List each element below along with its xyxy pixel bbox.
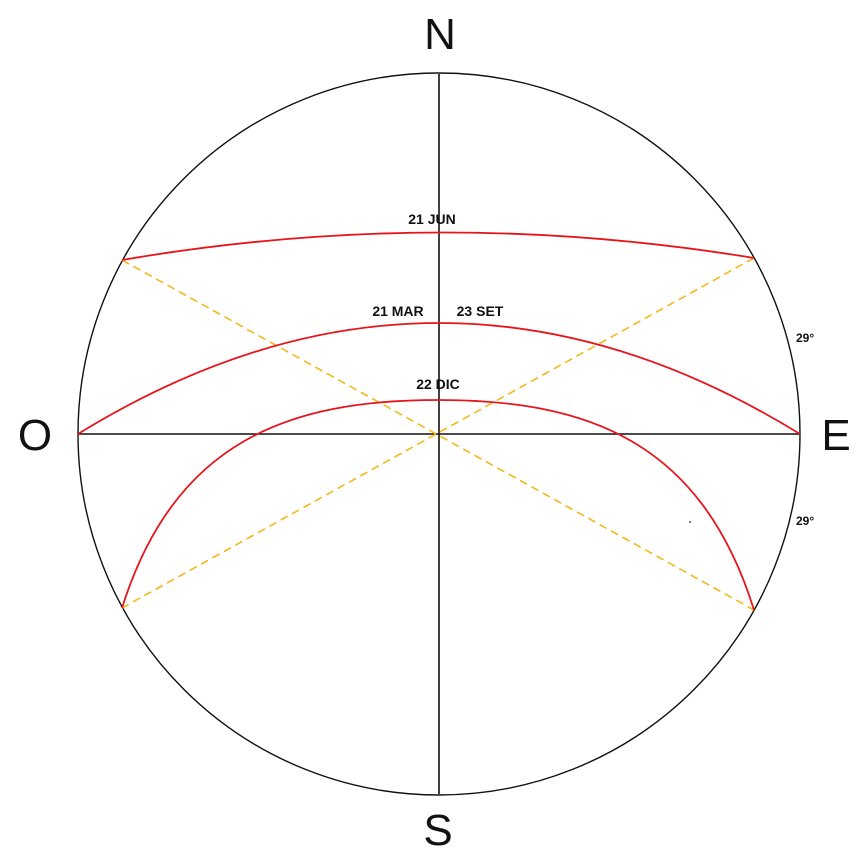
angle-label-lower: 29° <box>796 514 814 528</box>
label-march: 21 MAR <box>372 303 423 319</box>
guide-line-nw-se <box>121 259 755 611</box>
east-label: E <box>821 411 850 460</box>
guide-line-ne-sw <box>121 257 755 609</box>
label-december: 22 DIC <box>416 376 460 392</box>
sun-path-december <box>121 399 755 611</box>
west-label: O <box>18 411 52 460</box>
south-label: S <box>423 806 452 852</box>
label-june: 21 JUN <box>408 211 455 227</box>
sun-path-equinox <box>77 322 801 435</box>
sun-path-june <box>121 231 755 261</box>
angle-label-upper: 29° <box>796 331 814 345</box>
stray-dot <box>689 521 691 523</box>
label-september: 23 SET <box>457 303 504 319</box>
north-label: N <box>424 10 456 59</box>
